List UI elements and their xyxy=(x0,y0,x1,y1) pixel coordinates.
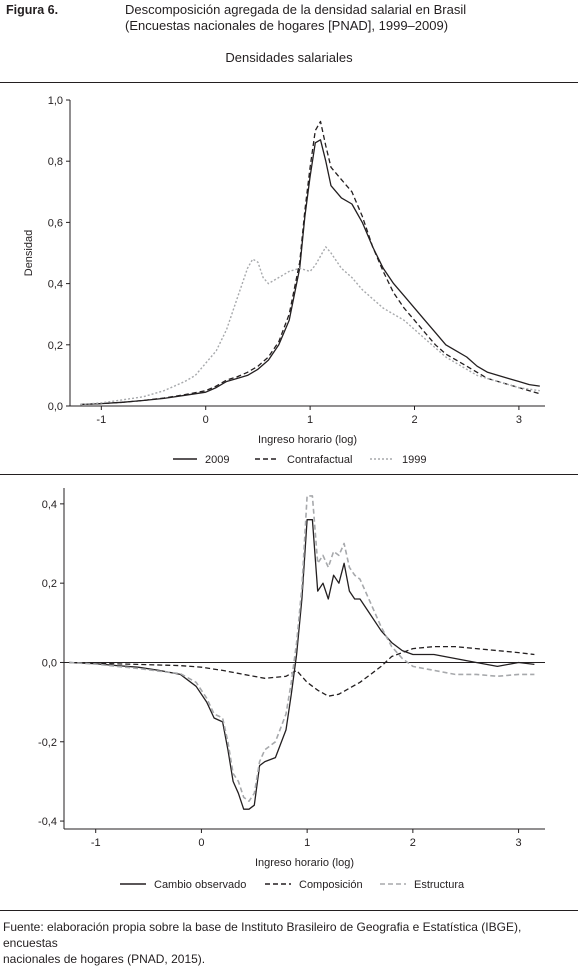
x-tick-label: 0 xyxy=(203,414,209,426)
series-line-cambio-observado xyxy=(69,519,535,810)
legend-label-composición: Composición xyxy=(299,879,363,891)
y-tick-label: 0,4 xyxy=(42,499,57,511)
density-chart: 0,0 0,2 0,4 0,6 0,8 1,0 -1 0 1 2 3 Ingreso horario … xyxy=(23,95,545,466)
y-tick-label: 0,6 xyxy=(48,217,63,229)
series-line-estructura xyxy=(69,495,535,803)
bottom-rule xyxy=(0,910,578,911)
y-tick-label: 0,0 xyxy=(42,657,57,669)
figure-label: Figura 6. xyxy=(6,3,59,17)
x-tick-label: -1 xyxy=(91,837,101,849)
y-tick-label: 0,2 xyxy=(48,340,63,352)
y-tick-label: 0,2 xyxy=(42,578,57,590)
title-line-2: (Encuestas nacionales de hogares [PNAD],… xyxy=(125,18,449,33)
top-rule xyxy=(0,82,578,83)
legend-label-cambio-observado: Cambio observado xyxy=(154,879,246,891)
series-line-composición xyxy=(69,645,535,697)
middle-rule xyxy=(0,474,578,475)
legend-label-estructura: Estructura xyxy=(414,879,465,891)
x-tick-label: 1 xyxy=(307,414,313,426)
y-axis-label: Densidad xyxy=(23,230,35,276)
x-tick-label: 0 xyxy=(198,837,204,849)
source-line-2: nacionales de hogares (PNAD, 2015). xyxy=(3,952,206,966)
x-tick-label: 1 xyxy=(304,837,310,849)
legend-label-2009: 2009 xyxy=(205,454,229,466)
source-note: Fuente: elaboración propia sobre la base… xyxy=(3,919,575,967)
x-tick-label: -1 xyxy=(96,414,106,426)
figure-title: Descomposición agregada de la densidad s… xyxy=(125,2,466,34)
x-axis-label: Ingreso horario (log) xyxy=(255,857,354,869)
series-line-2009 xyxy=(80,139,540,406)
x-tick-label: 3 xyxy=(516,837,522,849)
legend-label-1999: 1999 xyxy=(402,454,426,466)
title-line-1: Descomposición agregada de la densidad s… xyxy=(125,2,467,17)
legend-label-contrafactual: Contrafactual xyxy=(287,454,352,466)
y-tick-label: 0,8 xyxy=(48,156,63,168)
series-line-contrafactual xyxy=(80,120,540,406)
x-tick-label: 2 xyxy=(410,837,416,849)
y-tick-label: 1,0 xyxy=(48,95,63,107)
y-tick-label: 0,0 xyxy=(48,401,63,413)
x-axis-label: Ingreso horario (log) xyxy=(258,434,357,446)
y-tick-label: -0,4 xyxy=(38,816,57,828)
figure-subtitle: Densidades salariales xyxy=(225,50,353,65)
x-tick-label: 2 xyxy=(411,414,417,426)
x-tick-label: 3 xyxy=(516,414,522,426)
y-tick-label: -0,2 xyxy=(38,737,57,749)
source-line-1: Fuente: elaboración propia sobre la base… xyxy=(3,920,522,950)
y-tick-label: 0,4 xyxy=(48,279,63,291)
